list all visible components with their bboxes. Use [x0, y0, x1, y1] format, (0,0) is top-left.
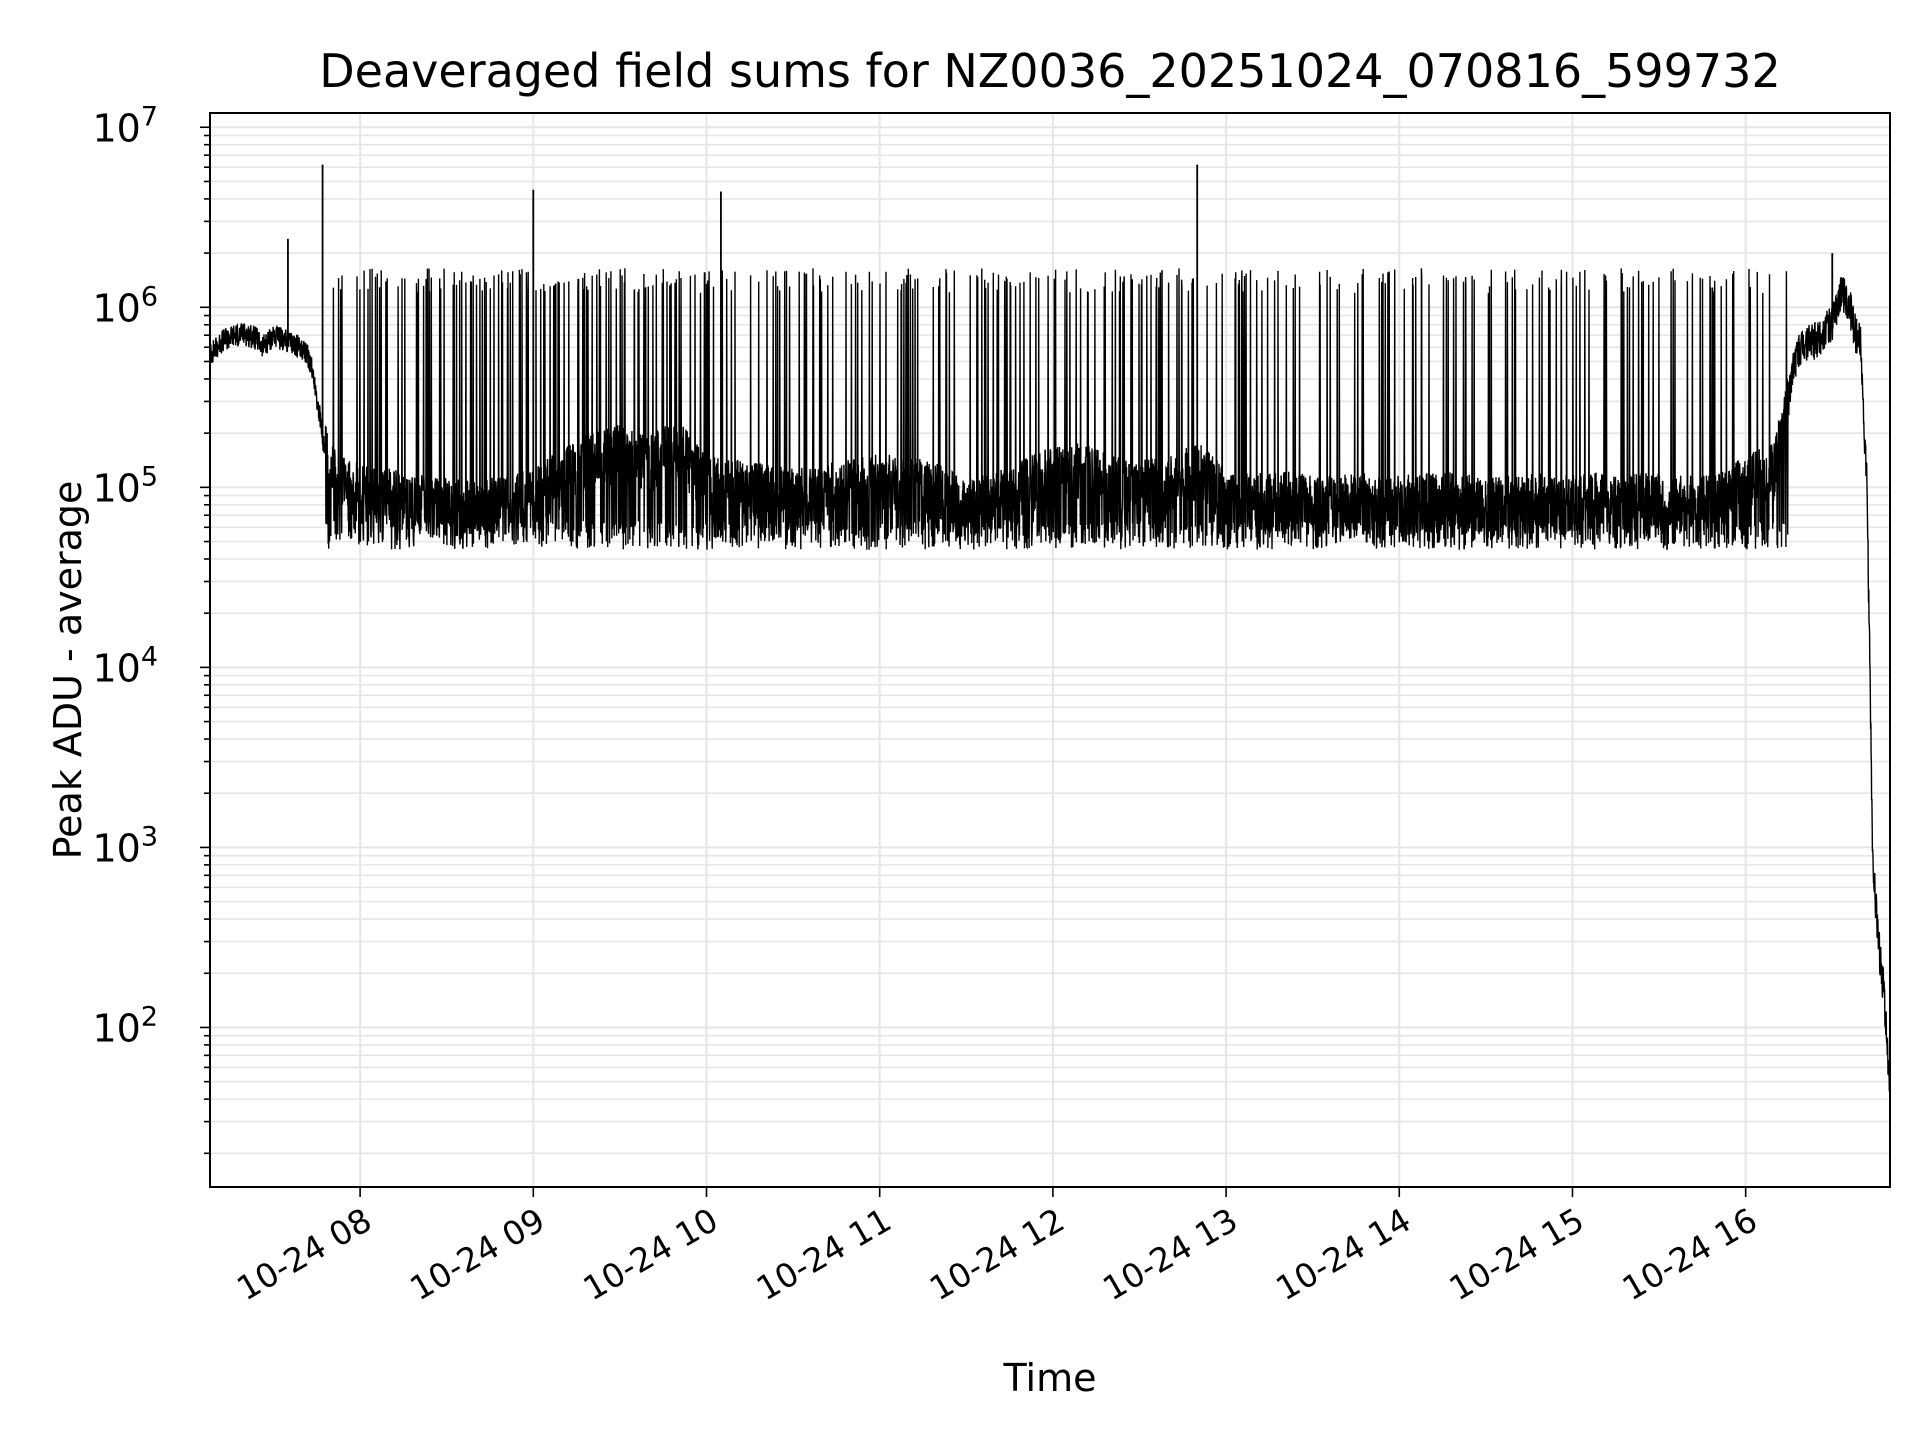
x-tick-label: 10-24 12 [923, 1200, 1071, 1308]
x-tick-label: 10-24 10 [576, 1200, 724, 1308]
y-tick-label: 102 [92, 1001, 158, 1050]
axes-frame [209, 112, 1891, 1188]
x-tick-label: 10-24 14 [1269, 1200, 1417, 1308]
x-tick-label: 10-24 09 [403, 1200, 551, 1308]
y-tick-label: 103 [92, 821, 158, 870]
plot-area [209, 164, 1891, 1107]
x-tick-label: 10-24 15 [1442, 1200, 1590, 1308]
y-tick-label: 104 [92, 641, 158, 690]
y-tick-label: 106 [92, 281, 158, 330]
y-tick-label: 105 [92, 461, 158, 510]
x-tick-label: 10-24 08 [230, 1200, 378, 1308]
chart-title: Deaveraged field sums for NZ0036_2025102… [319, 44, 1781, 98]
y-tick-label: 107 [92, 101, 158, 150]
x-tick-label: 10-24 13 [1096, 1200, 1244, 1308]
x-axis-label: Time [1003, 1356, 1097, 1400]
x-tick-label: 10-24 11 [750, 1200, 898, 1308]
series-line [209, 268, 1891, 1107]
x-tick-label: 10-24 16 [1616, 1200, 1764, 1308]
